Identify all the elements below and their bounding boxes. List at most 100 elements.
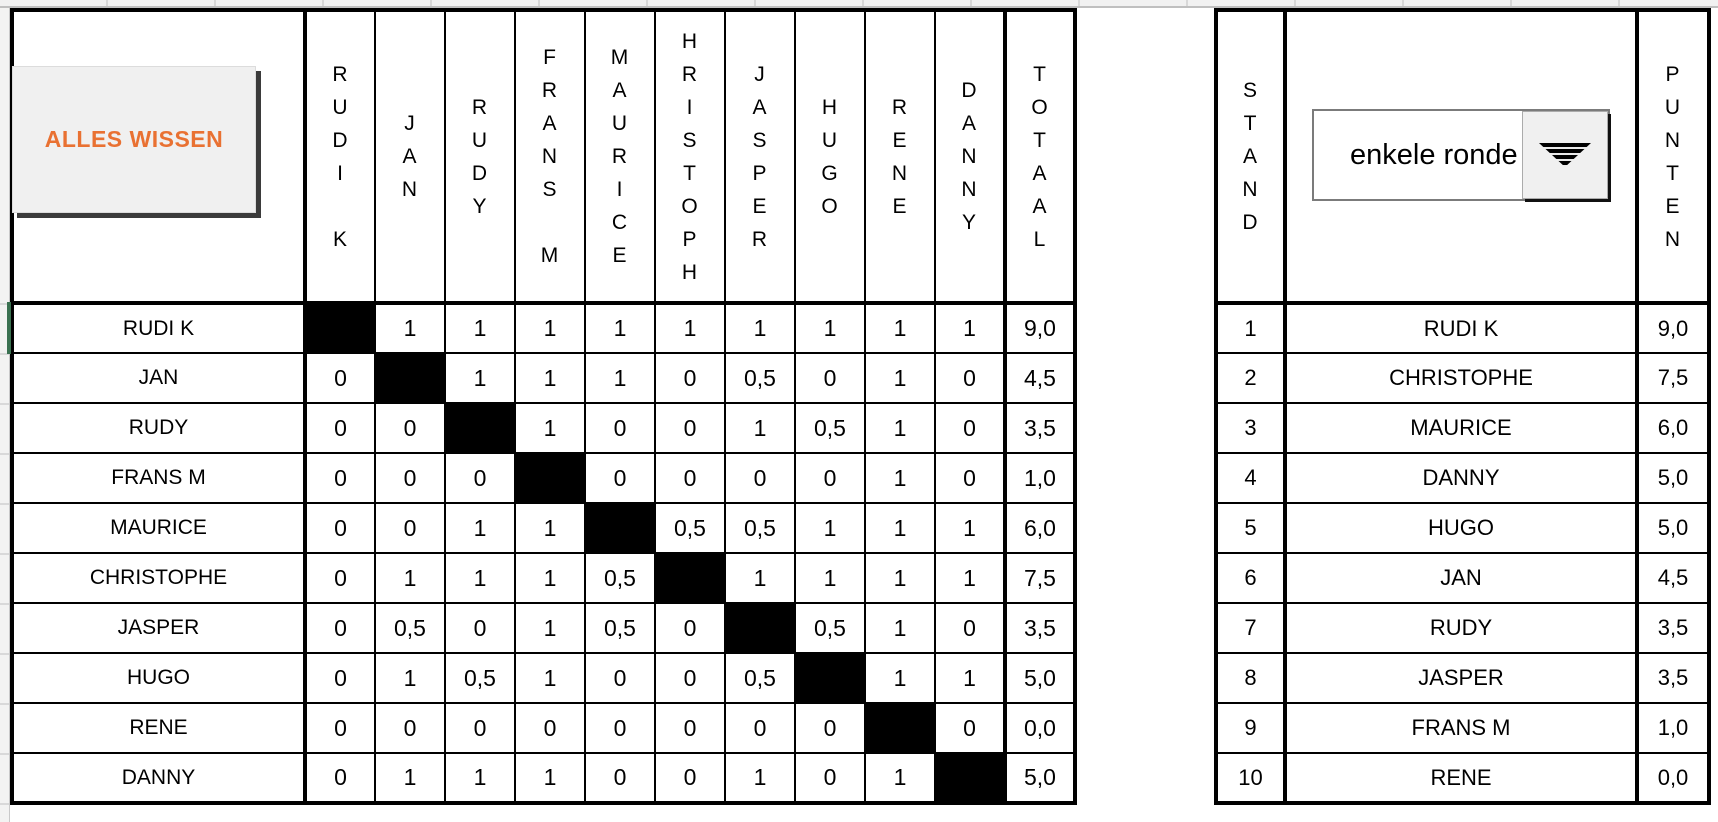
standings-header-punten[interactable]: P U N T E N (1635, 9, 1710, 305)
score-cell[interactable]: 0 (444, 602, 516, 654)
score-cell[interactable]: 0 (794, 702, 866, 754)
score-cell[interactable]: 1 (724, 752, 796, 804)
score-cell[interactable]: 1 (444, 302, 516, 354)
standings-points-cell[interactable]: 0,0 (1635, 752, 1710, 804)
score-cell[interactable]: 0 (584, 702, 656, 754)
total-cell[interactable]: 7,5 (1003, 552, 1076, 604)
standings-rank-cell[interactable]: 3 (1215, 402, 1287, 454)
standings-points-cell[interactable]: 6,0 (1635, 402, 1710, 454)
crosstable-header-danny[interactable]: D A N N Y (934, 9, 1006, 305)
total-cell[interactable]: 6,0 (1003, 502, 1076, 554)
score-cell[interactable]: 1 (864, 602, 936, 654)
score-cell[interactable]: 1 (374, 652, 446, 704)
score-cell[interactable]: 0,5 (584, 552, 656, 604)
player-name-cell[interactable]: FRANS M (11, 452, 307, 504)
standings-name-cell[interactable]: RENE (1284, 752, 1638, 804)
score-cell[interactable]: 0,5 (444, 652, 516, 704)
score-cell[interactable]: 1 (864, 652, 936, 704)
standings-name-cell[interactable]: JASPER (1284, 652, 1638, 704)
score-cell[interactable]: 0 (584, 752, 656, 804)
round-select-dropdown-button[interactable] (1522, 111, 1608, 199)
standings-points-cell[interactable]: 5,0 (1635, 452, 1710, 504)
total-cell[interactable]: 0,0 (1003, 702, 1076, 754)
score-cell[interactable]: 0 (654, 602, 726, 654)
standings-points-cell[interactable]: 1,0 (1635, 702, 1710, 754)
standings-header-stand[interactable]: S T A N D (1215, 9, 1287, 305)
score-cell[interactable]: 1 (444, 502, 516, 554)
standings-points-cell[interactable]: 5,0 (1635, 502, 1710, 554)
diagonal-black-cell[interactable] (444, 402, 516, 454)
diagonal-black-cell[interactable] (864, 702, 936, 754)
player-name-cell[interactable]: RENE (11, 702, 307, 754)
score-cell[interactable]: 1 (374, 302, 446, 354)
score-cell[interactable]: 0 (374, 702, 446, 754)
score-cell[interactable]: 1 (514, 402, 586, 454)
round-select-combobox[interactable]: enkele ronde (1312, 109, 1610, 201)
score-cell[interactable]: 0 (374, 452, 446, 504)
round-select-value[interactable]: enkele ronde (1350, 138, 1518, 171)
score-cell[interactable]: 1 (724, 302, 796, 354)
score-cell[interactable]: 0 (724, 702, 796, 754)
score-cell[interactable]: 0 (584, 452, 656, 504)
score-cell[interactable]: 0 (654, 752, 726, 804)
standings-points-cell[interactable]: 3,5 (1635, 652, 1710, 704)
standings-points-cell[interactable]: 9,0 (1635, 302, 1710, 354)
diagonal-black-cell[interactable] (304, 302, 376, 354)
diagonal-black-cell[interactable] (794, 652, 866, 704)
score-cell[interactable]: 0,5 (724, 652, 796, 704)
score-cell[interactable]: 0 (304, 652, 376, 704)
score-cell[interactable]: 0,5 (724, 502, 796, 554)
score-cell[interactable]: 0 (794, 752, 866, 804)
standings-rank-cell[interactable]: 6 (1215, 552, 1287, 604)
standings-rank-cell[interactable]: 10 (1215, 752, 1287, 804)
alles-wissen-button[interactable]: ALLES WISSEN (12, 66, 256, 213)
score-cell[interactable]: 0,5 (724, 352, 796, 404)
standings-rank-cell[interactable]: 8 (1215, 652, 1287, 704)
score-cell[interactable]: 0 (794, 352, 866, 404)
score-cell[interactable]: 0 (304, 352, 376, 404)
standings-name-cell[interactable]: CHRISTOPHE (1284, 352, 1638, 404)
score-cell[interactable]: 0 (444, 702, 516, 754)
score-cell[interactable]: 1 (374, 552, 446, 604)
score-cell[interactable]: 1 (864, 452, 936, 504)
crosstable-header-rudi-k[interactable]: R U D I K (304, 9, 376, 305)
score-cell[interactable]: 1 (794, 552, 866, 604)
standings-name-cell[interactable]: RUDI K (1284, 302, 1638, 354)
total-cell[interactable]: 5,0 (1003, 752, 1076, 804)
score-cell[interactable]: 0 (934, 402, 1006, 454)
score-cell[interactable]: 1 (864, 352, 936, 404)
player-name-cell[interactable]: MAURICE (11, 502, 307, 554)
score-cell[interactable]: 0 (374, 502, 446, 554)
standings-points-cell[interactable]: 3,5 (1635, 602, 1710, 654)
score-cell[interactable]: 0,5 (374, 602, 446, 654)
score-cell[interactable]: 1 (794, 302, 866, 354)
score-cell[interactable]: 0 (304, 702, 376, 754)
player-name-cell[interactable]: CHRISTOPHE (11, 552, 307, 604)
standings-points-cell[interactable]: 4,5 (1635, 552, 1710, 604)
score-cell[interactable]: 0 (934, 602, 1006, 654)
score-cell[interactable]: 0 (654, 702, 726, 754)
score-cell[interactable]: 1 (514, 602, 586, 654)
diagonal-black-cell[interactable] (514, 452, 586, 504)
score-cell[interactable]: 1 (514, 352, 586, 404)
score-cell[interactable]: 1 (444, 552, 516, 604)
score-cell[interactable]: 0 (584, 402, 656, 454)
player-name-cell[interactable]: JASPER (11, 602, 307, 654)
score-cell[interactable]: 0 (304, 452, 376, 504)
player-name-cell[interactable]: RUDY (11, 402, 307, 454)
score-cell[interactable]: 0,5 (584, 602, 656, 654)
crosstable-header-rudy[interactable]: R U D Y (444, 9, 516, 305)
standings-rank-cell[interactable]: 2 (1215, 352, 1287, 404)
score-cell[interactable]: 0 (724, 452, 796, 504)
score-cell[interactable]: 1 (514, 502, 586, 554)
standings-rank-cell[interactable]: 1 (1215, 302, 1287, 354)
score-cell[interactable]: 0 (934, 702, 1006, 754)
standings-name-cell[interactable]: DANNY (1284, 452, 1638, 504)
score-cell[interactable]: 1 (514, 752, 586, 804)
crosstable-header-frans-m[interactable]: F R A N S M (514, 9, 586, 305)
score-cell[interactable]: 1 (444, 352, 516, 404)
score-cell[interactable]: 1 (724, 552, 796, 604)
total-cell[interactable]: 5,0 (1003, 652, 1076, 704)
total-cell[interactable]: 4,5 (1003, 352, 1076, 404)
score-cell[interactable]: 0 (794, 452, 866, 504)
